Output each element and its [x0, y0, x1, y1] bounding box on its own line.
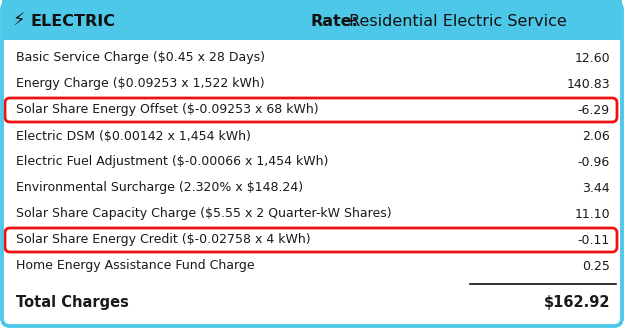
Text: -0.96: -0.96: [578, 155, 610, 169]
Text: Solar Share Capacity Charge ($5.55 x 2 Quarter-kW Shares): Solar Share Capacity Charge ($5.55 x 2 Q…: [16, 208, 392, 220]
Text: $162.92: $162.92: [544, 296, 610, 310]
Text: 3.44: 3.44: [582, 181, 610, 195]
Text: Energy Charge ($0.09253 x 1,522 kWh): Energy Charge ($0.09253 x 1,522 kWh): [16, 77, 265, 91]
Text: Rate:: Rate:: [310, 13, 358, 29]
Text: Electric DSM ($0.00142 x 1,454 kWh): Electric DSM ($0.00142 x 1,454 kWh): [16, 130, 251, 142]
Text: Total Charges: Total Charges: [16, 296, 129, 310]
Text: Electric Fuel Adjustment ($-0.00066 x 1,454 kWh): Electric Fuel Adjustment ($-0.00066 x 1,…: [16, 155, 328, 169]
Text: 12.60: 12.60: [574, 51, 610, 65]
Text: ELECTRIC: ELECTRIC: [30, 13, 115, 29]
Text: 140.83: 140.83: [567, 77, 610, 91]
FancyBboxPatch shape: [5, 98, 617, 122]
Text: Basic Service Charge ($0.45 x 28 Days): Basic Service Charge ($0.45 x 28 Days): [16, 51, 265, 65]
Text: Residential Electric Service: Residential Electric Service: [344, 13, 567, 29]
Bar: [2, 2, 622, 40]
Text: 11.10: 11.10: [574, 208, 610, 220]
Text: -0.11: -0.11: [578, 234, 610, 247]
Text: 0.25: 0.25: [582, 259, 610, 273]
Text: Home Energy Assistance Fund Charge: Home Energy Assistance Fund Charge: [16, 259, 255, 273]
FancyBboxPatch shape: [2, 0, 622, 40]
Text: Solar Share Energy Offset ($-0.09253 x 68 kWh): Solar Share Energy Offset ($-0.09253 x 6…: [16, 104, 319, 116]
Text: Environmental Surcharge (2.320% x $148.24): Environmental Surcharge (2.320% x $148.2…: [16, 181, 303, 195]
Text: ⚡: ⚡: [13, 12, 26, 30]
Text: -6.29: -6.29: [578, 104, 610, 116]
Text: Solar Share Energy Credit ($-0.02758 x 4 kWh): Solar Share Energy Credit ($-0.02758 x 4…: [16, 234, 311, 247]
Text: 2.06: 2.06: [582, 130, 610, 142]
FancyBboxPatch shape: [5, 228, 617, 252]
